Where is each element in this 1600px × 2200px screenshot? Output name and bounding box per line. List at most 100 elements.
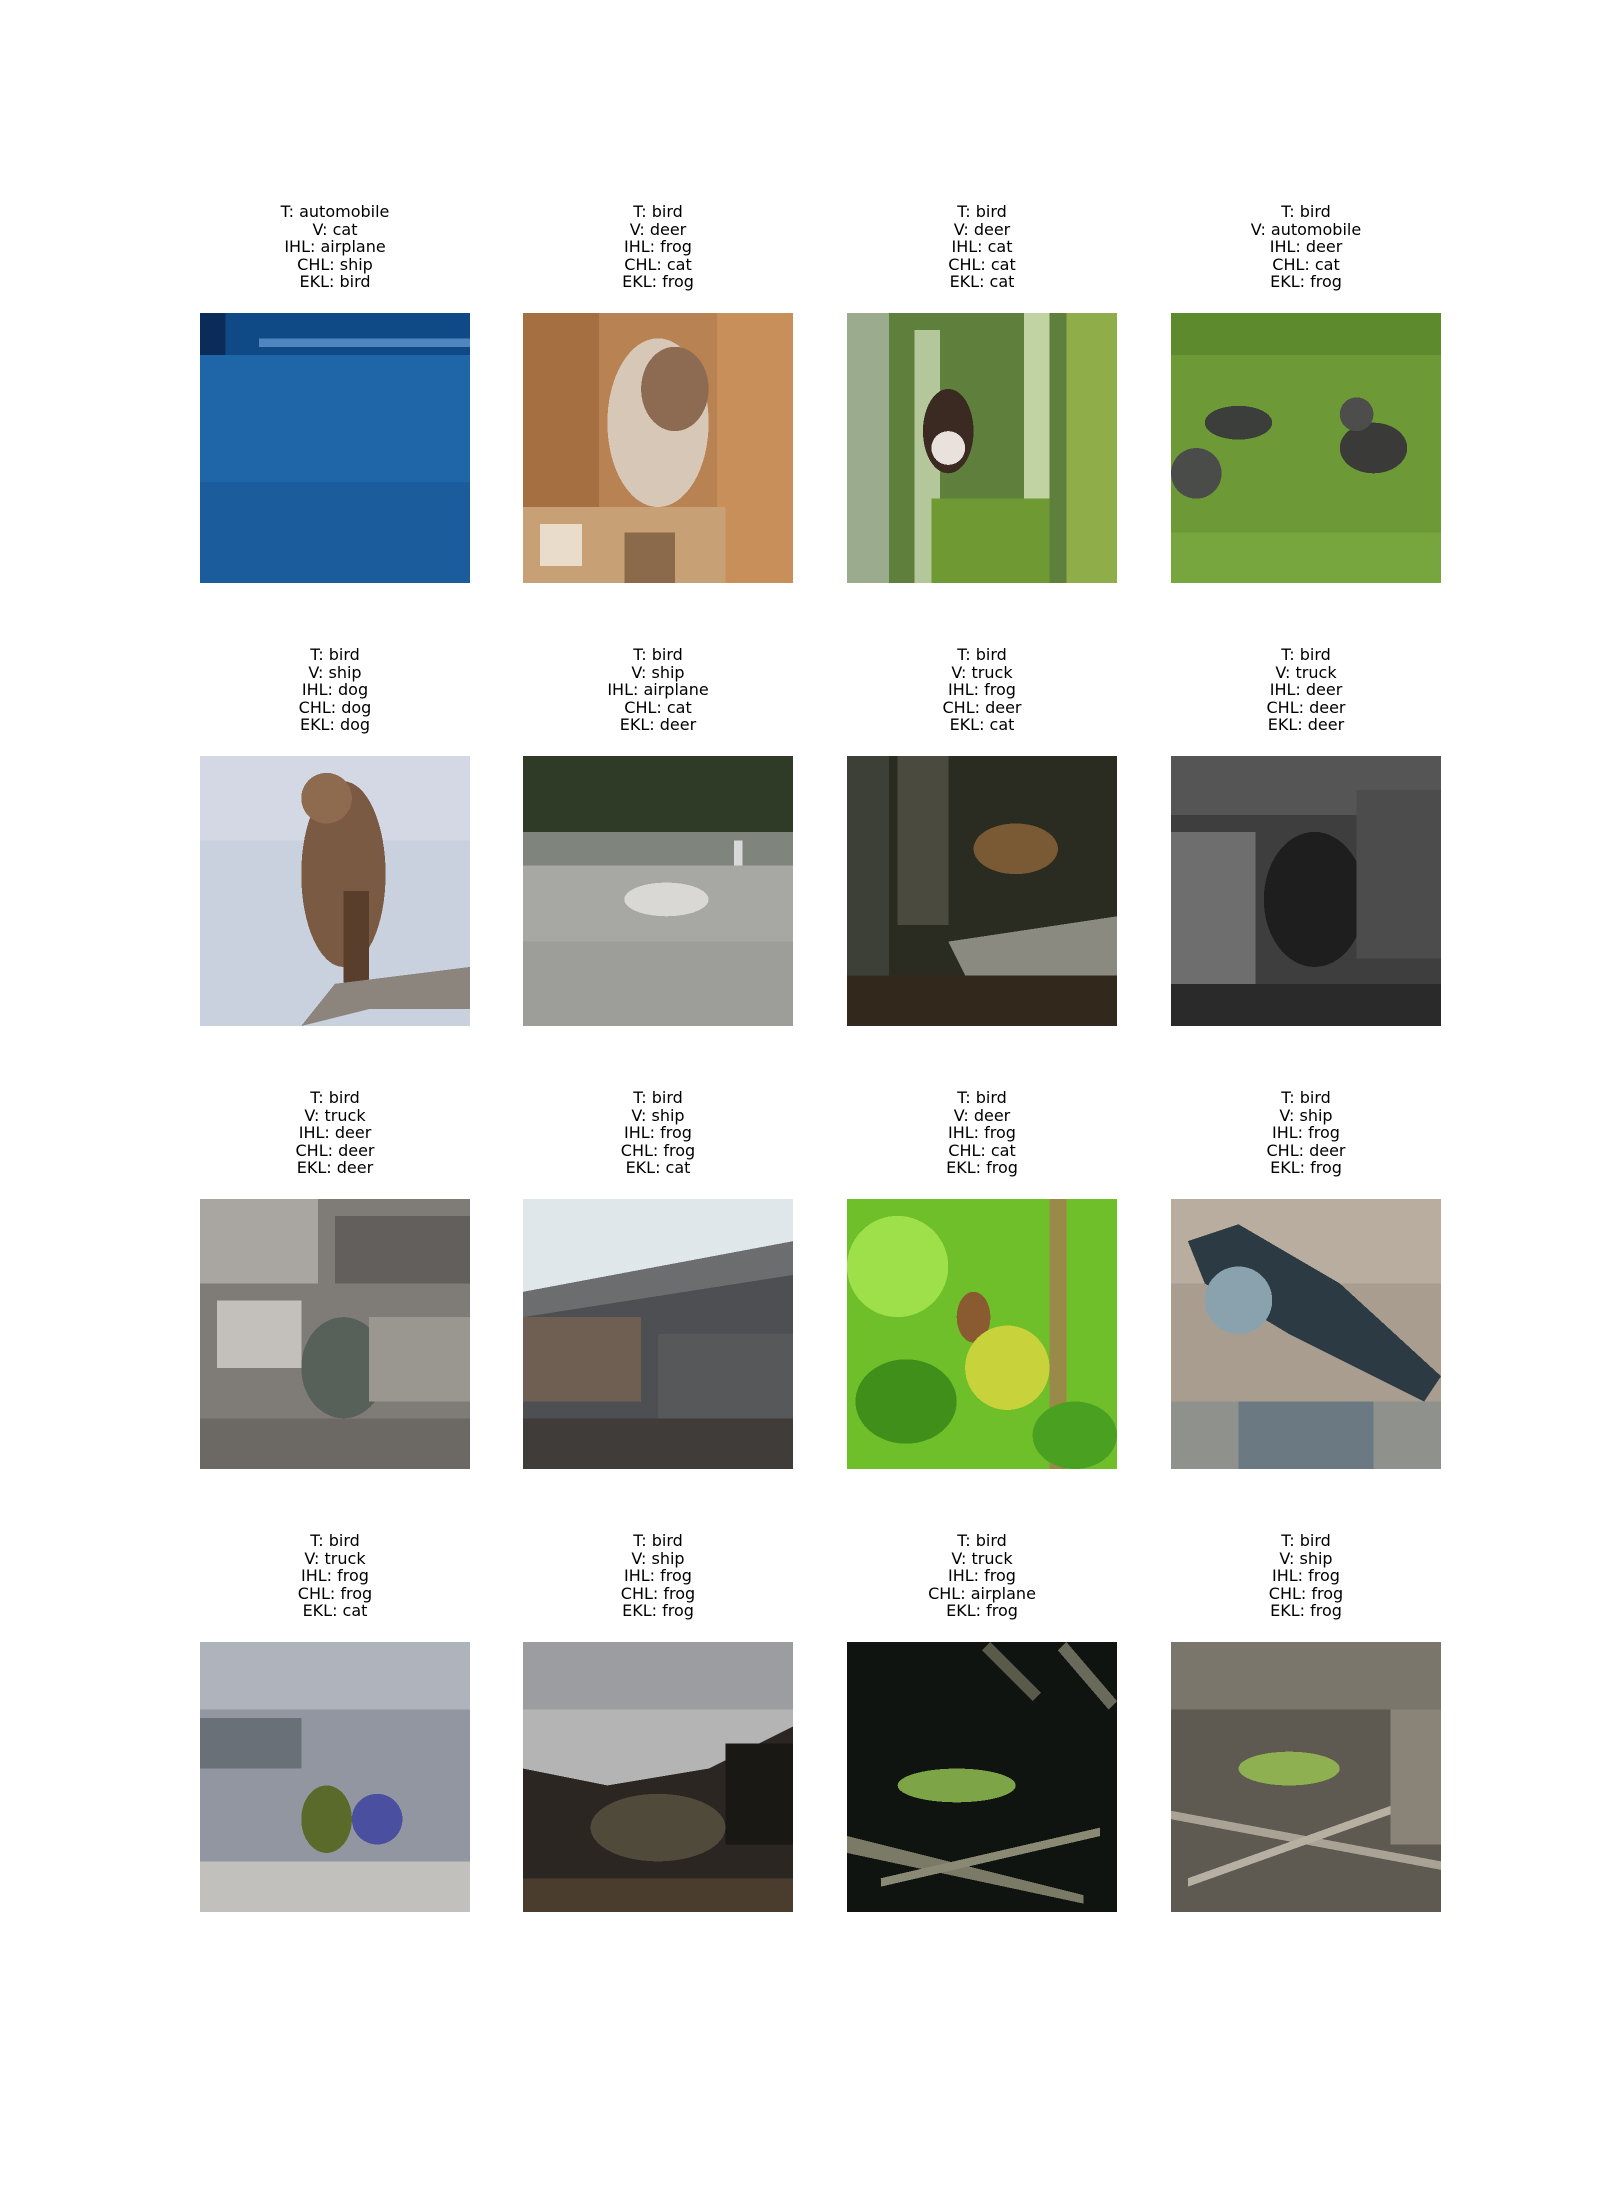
- sample-image: [523, 1642, 793, 1912]
- caption-line: IHL: deer: [1269, 237, 1343, 256]
- sample-caption: T: automobile V: cat IHL: airplane CHL: shi…: [180, 203, 490, 291]
- caption-line: T: bird: [633, 1088, 683, 1107]
- caption-line: CHL: dog: [298, 697, 372, 717]
- caption-line: EKL: frog: [1270, 272, 1342, 291]
- caption-line: V: ship: [631, 662, 685, 682]
- sample-caption: T: bird V: truck IHL: frog CHL: deer EKL: ca…: [827, 646, 1137, 734]
- caption-line: EKL: bird: [299, 272, 371, 291]
- caption-line: EKL: cat: [302, 1601, 368, 1620]
- caption-line: CHL: cat: [624, 697, 692, 717]
- sample-image: [1171, 313, 1441, 583]
- caption-line: T: bird: [957, 1088, 1007, 1107]
- caption-line: EKL: deer: [296, 1158, 374, 1177]
- sample-image: [200, 313, 470, 583]
- caption-line: IHL: frog: [948, 1123, 1016, 1142]
- sample-image: [200, 1199, 470, 1469]
- caption-line: CHL: frog: [297, 1583, 373, 1603]
- caption-line: T: bird: [957, 645, 1007, 664]
- caption-line: V: deer: [953, 219, 1011, 239]
- sample-image: [847, 756, 1117, 1026]
- caption-line: EKL: cat: [949, 715, 1015, 734]
- caption-line: T: bird: [310, 1088, 360, 1107]
- caption-line: EKL: frog: [622, 272, 694, 291]
- caption-line: CHL: cat: [948, 254, 1016, 274]
- sample-caption: T: bird V: ship IHL: dog CHL: dog EKL: dog: [180, 646, 490, 734]
- caption-line: CHL: cat: [1272, 254, 1340, 274]
- caption-line: EKL: cat: [949, 272, 1015, 291]
- caption-line: V: truck: [951, 1548, 1013, 1568]
- caption-line: V: truck: [304, 1105, 366, 1125]
- caption-line: IHL: frog: [624, 1566, 692, 1585]
- caption-line: V: ship: [308, 662, 362, 682]
- sample-image: [200, 756, 470, 1026]
- caption-line: V: deer: [953, 1105, 1011, 1125]
- caption-line: IHL: frog: [624, 1123, 692, 1142]
- caption-line: T: bird: [633, 645, 683, 664]
- caption-line: CHL: cat: [624, 254, 692, 274]
- sample-caption: T: bird V: ship IHL: frog CHL: deer EKL: fro…: [1151, 1089, 1461, 1177]
- caption-line: EKL: cat: [625, 1158, 691, 1177]
- caption-line: CHL: frog: [620, 1583, 696, 1603]
- sample-caption: T: bird V: deer IHL: frog CHL: cat EKL: frog: [827, 1089, 1137, 1177]
- caption-line: EKL: frog: [622, 1601, 694, 1620]
- caption-line: EKL: deer: [619, 715, 697, 734]
- caption-line: IHL: frog: [1272, 1123, 1340, 1142]
- caption-line: EKL: dog: [299, 715, 371, 734]
- sample-image: [523, 313, 793, 583]
- sample-caption: T: bird V: ship IHL: airplane CHL: cat EKL: …: [503, 646, 813, 734]
- caption-line: IHL: frog: [624, 237, 692, 256]
- sample-image: [847, 1642, 1117, 1912]
- sample-caption: T: bird V: deer IHL: frog CHL: cat EKL: frog: [503, 203, 813, 291]
- caption-line: T: bird: [310, 645, 360, 664]
- sample-caption: T: bird V: ship IHL: frog CHL: frog EKL: fro…: [503, 1532, 813, 1620]
- sample-image: [200, 1642, 470, 1912]
- sample-caption: T: bird V: truck IHL: frog CHL: airplane EKL…: [827, 1532, 1137, 1620]
- caption-line: V: ship: [1279, 1548, 1333, 1568]
- caption-line: T: bird: [1281, 202, 1331, 221]
- caption-line: T: bird: [1281, 1531, 1331, 1550]
- caption-line: T: bird: [957, 1531, 1007, 1550]
- caption-line: EKL: frog: [1270, 1158, 1342, 1177]
- caption-line: CHL: deer: [1266, 697, 1346, 717]
- caption-line: V: ship: [631, 1548, 685, 1568]
- sample-caption: T: bird V: truck IHL: deer CHL: deer EKL: de…: [1151, 646, 1461, 734]
- caption-line: IHL: frog: [1272, 1566, 1340, 1585]
- caption-line: V: ship: [631, 1105, 685, 1125]
- caption-line: IHL: dog: [301, 680, 369, 699]
- caption-line: CHL: deer: [295, 1140, 375, 1160]
- caption-line: EKL: frog: [1270, 1601, 1342, 1620]
- caption-line: V: ship: [1279, 1105, 1333, 1125]
- caption-line: T: bird: [633, 1531, 683, 1550]
- caption-line: CHL: frog: [1268, 1583, 1344, 1603]
- sample-caption: T: bird V: automobile IHL: deer CHL: cat EKL…: [1151, 203, 1461, 291]
- caption-line: EKL: frog: [946, 1601, 1018, 1620]
- caption-line: IHL: deer: [298, 1123, 372, 1142]
- caption-line: CHL: deer: [1266, 1140, 1346, 1160]
- caption-line: IHL: frog: [948, 1566, 1016, 1585]
- caption-line: EKL: deer: [1267, 715, 1345, 734]
- caption-line: CHL: airplane: [928, 1583, 1036, 1603]
- caption-line: IHL: airplane: [607, 680, 709, 699]
- caption-line: CHL: cat: [948, 1140, 1016, 1160]
- caption-line: IHL: frog: [948, 680, 1016, 699]
- caption-line: CHL: frog: [620, 1140, 696, 1160]
- caption-line: CHL: deer: [942, 697, 1022, 717]
- caption-line: T: bird: [633, 202, 683, 221]
- caption-line: V: cat: [312, 219, 358, 239]
- caption-line: T: bird: [1281, 1088, 1331, 1107]
- sample-image: [523, 756, 793, 1026]
- sample-image: [1171, 1642, 1441, 1912]
- sample-caption: T: bird V: deer IHL: cat CHL: cat EKL: cat: [827, 203, 1137, 291]
- sample-image: [1171, 756, 1441, 1026]
- caption-line: EKL: frog: [946, 1158, 1018, 1177]
- sample-caption: T: bird V: truck IHL: deer CHL: deer EKL: de…: [180, 1089, 490, 1177]
- caption-line: T: bird: [310, 1531, 360, 1550]
- caption-line: IHL: airplane: [284, 237, 386, 256]
- caption-line: V: truck: [951, 662, 1013, 682]
- sample-caption: T: bird V: truck IHL: frog CHL: frog EKL: ca…: [180, 1532, 490, 1620]
- caption-line: T: bird: [1281, 645, 1331, 664]
- caption-line: V: truck: [1275, 662, 1337, 682]
- sample-caption: T: bird V: ship IHL: frog CHL: frog EKL: fro…: [1151, 1532, 1461, 1620]
- caption-line: IHL: cat: [951, 237, 1013, 256]
